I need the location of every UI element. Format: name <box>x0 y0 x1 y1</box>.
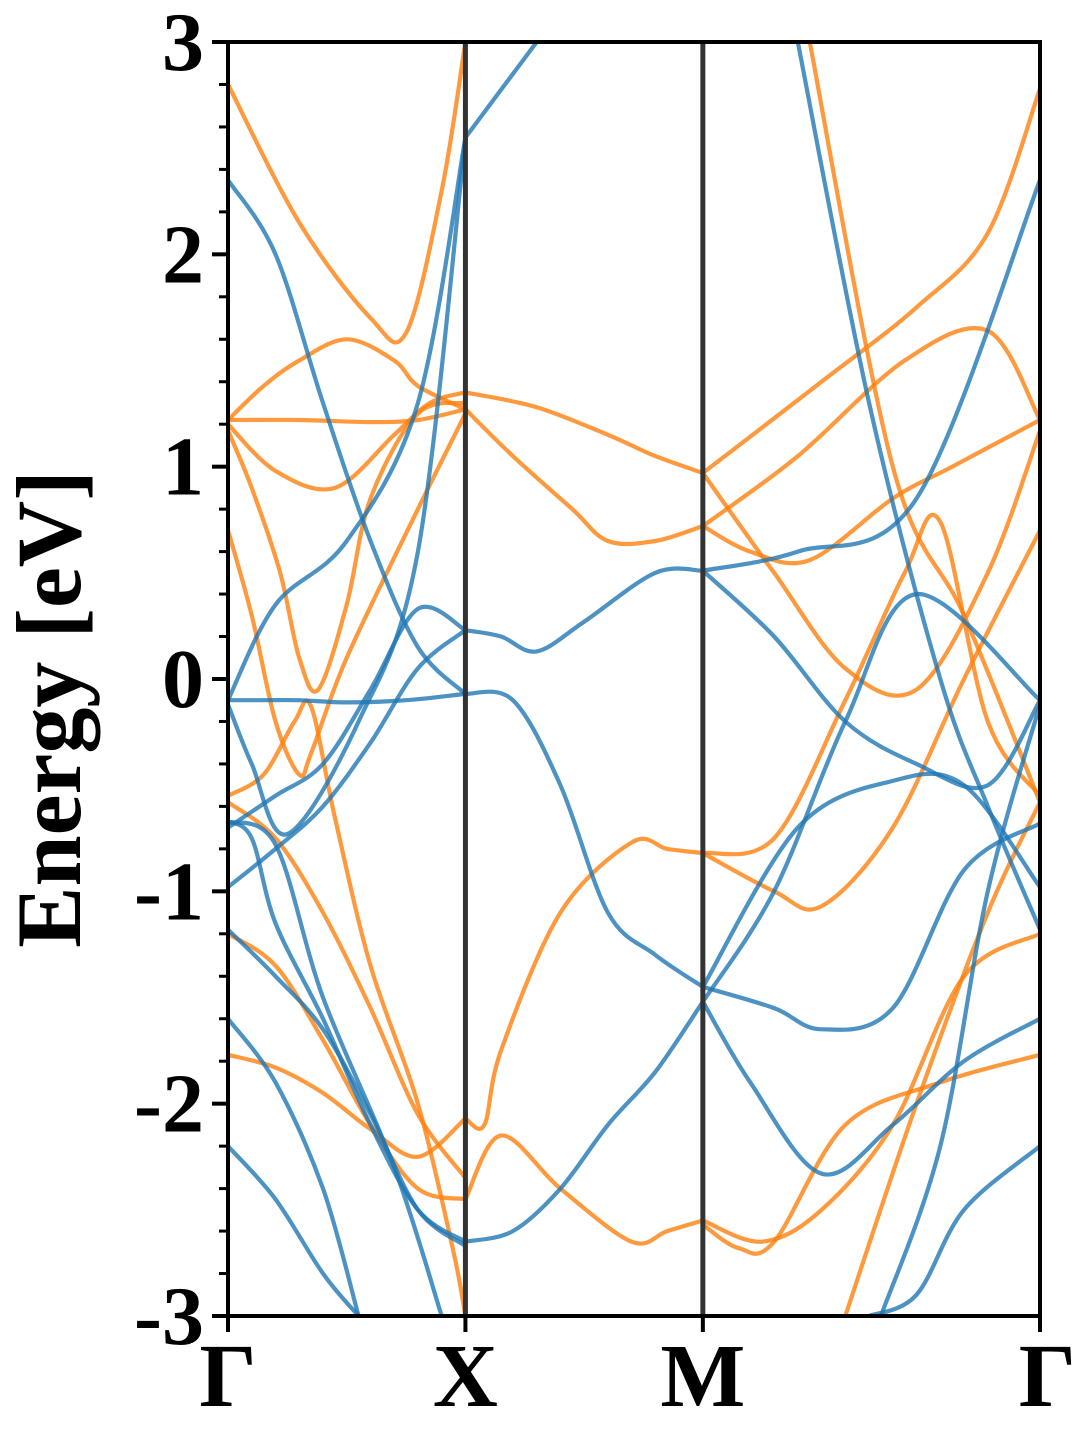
band-line-14 <box>463 1133 705 1246</box>
k-point-label: X <box>433 1327 498 1426</box>
band-line-3 <box>228 390 468 492</box>
band-line-13 <box>463 836 705 1131</box>
band-line-42 <box>700 821 1040 1032</box>
band-line-37 <box>463 689 705 989</box>
high-symmetry-lines <box>462 42 706 1316</box>
plot-frame <box>226 40 1042 1318</box>
band-line-32 <box>228 927 468 1248</box>
band-line-48 <box>867 1144 1040 1316</box>
band-line-36 <box>463 566 705 654</box>
band-line-47 <box>878 702 1040 1316</box>
y-tick-label: 0 <box>162 633 204 726</box>
y-tick-label: 2 <box>162 208 204 301</box>
band-line-9 <box>228 931 468 1202</box>
band-line-15 <box>700 86 1040 476</box>
band-line-45 <box>700 999 1040 1177</box>
band-line-6 <box>228 411 468 779</box>
band-line-24 <box>843 800 1040 1316</box>
band-line-21 <box>807 42 1040 805</box>
band-line-5 <box>228 400 468 694</box>
band-line-41 <box>700 568 1040 791</box>
band-line-26 <box>228 691 468 705</box>
y-tick-label: -1 <box>134 845 204 938</box>
band-line-7 <box>228 698 468 1316</box>
band-line-4 <box>228 337 468 423</box>
k-point-label: M <box>660 1327 745 1426</box>
y-tick-label: -2 <box>134 1058 204 1151</box>
band-line-12 <box>463 407 705 547</box>
band-line-31 <box>228 819 468 1244</box>
band-line-23 <box>700 1052 1040 1256</box>
band-line-46 <box>795 42 1040 932</box>
k-point-label: Γ <box>1019 1327 1076 1426</box>
band-line-33 <box>228 1016 361 1316</box>
band-lines <box>228 42 1040 1316</box>
band-line-11 <box>463 390 705 476</box>
band-line-35 <box>228 819 444 1316</box>
y-axis-title: Energy [eV] <box>0 470 100 948</box>
band-line-17 <box>700 417 1040 566</box>
band-line-18 <box>700 428 1040 698</box>
band-line-22 <box>700 931 1040 1244</box>
band-line-44 <box>700 591 1040 1004</box>
band-line-27 <box>228 135 468 837</box>
band-line-38 <box>463 999 705 1244</box>
band-line-30 <box>228 628 468 890</box>
y-axis-ticks: -3 -2 -1 0 1 2 3 <box>134 0 228 1363</box>
band-line-1 <box>228 42 468 345</box>
band-line-10 <box>228 1052 468 1159</box>
y-tick-label: 1 <box>162 421 204 514</box>
band-line-2 <box>228 407 468 425</box>
band-line-34 <box>228 1144 361 1316</box>
band-line-28 <box>228 135 468 703</box>
band-line-25 <box>228 177 468 696</box>
band-line-16 <box>700 325 1040 529</box>
band-line-19 <box>700 512 1040 857</box>
y-tick-label: -3 <box>134 1270 204 1363</box>
band-line-29 <box>228 604 468 830</box>
band-line-39 <box>463 42 539 140</box>
band-line-8 <box>228 800 468 1181</box>
y-tick-label: 3 <box>162 0 204 89</box>
k-point-label: Γ <box>199 1327 256 1426</box>
